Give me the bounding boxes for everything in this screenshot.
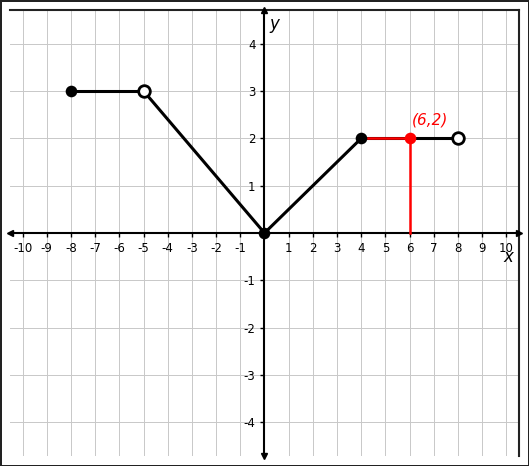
- Point: [357, 135, 366, 142]
- Point: [454, 135, 462, 142]
- Point: [405, 135, 414, 142]
- Text: x: x: [504, 248, 514, 266]
- Point: [139, 87, 148, 95]
- Point: [67, 87, 75, 95]
- Point: [260, 229, 269, 237]
- Text: (6,2): (6,2): [412, 112, 449, 127]
- Text: y: y: [270, 15, 280, 33]
